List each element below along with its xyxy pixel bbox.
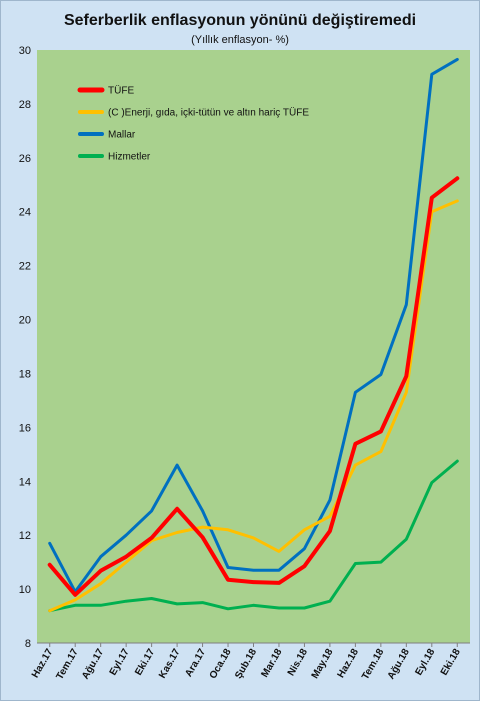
y-axis: 8 10 12 14 16 18 20 22 24 26 28 30 <box>19 45 31 650</box>
x-tick-label: Oca.18 <box>208 647 234 681</box>
x-tick-label: Kas.17 <box>157 647 183 681</box>
y-tick-label: 28 <box>19 99 31 111</box>
x-axis: Haz.17 Tem.17 Ağu.17 Eyl.17 Eki.17 Kas.17 Ara.… <box>30 642 470 682</box>
x-tick-label: Eyl.17 <box>108 647 132 678</box>
x-tick-label: Haz.17 <box>30 647 56 680</box>
y-tick-label: 10 <box>19 584 31 596</box>
x-tick-label: Ara.17 <box>183 647 208 679</box>
x-tick-label: Şub.18 <box>233 647 259 681</box>
series-line-2 <box>48 57 459 594</box>
chart-subtitle: (Yıllık enflasyon- %) <box>191 34 289 46</box>
legend: TÜFE (C )Enerji, gıda, içki-tütün ve altı… <box>77 85 309 163</box>
x-tick-label: Haz.18 <box>336 647 362 680</box>
series-line-0 <box>47 176 460 597</box>
series-line-3 <box>48 459 459 613</box>
legend-label: (C )Enerji, gıda, içki-tütün ve altın ha… <box>108 107 309 119</box>
y-tick-label: 8 <box>25 638 31 650</box>
y-tick-label: 22 <box>19 261 31 273</box>
y-tick-label: 16 <box>19 422 31 434</box>
y-tick-label: 12 <box>19 530 31 542</box>
x-tick-label: Tem.17 <box>54 647 81 682</box>
legend-label: TÜFE <box>108 85 134 97</box>
x-tick-label: May.18 <box>310 647 336 681</box>
x-tick-label: Mar.18 <box>259 647 284 680</box>
x-tick-label: Ağu.17 <box>80 647 106 682</box>
x-tick-label: Eyl.18 <box>413 647 437 678</box>
x-tick-label: Eki.17 <box>133 647 157 678</box>
y-tick-label: 26 <box>19 153 31 165</box>
y-tick-label: 14 <box>19 476 31 488</box>
y-tick-label: 20 <box>19 315 31 327</box>
x-tick-label: Ağu.18 <box>386 647 412 682</box>
x-tick-label: Nis.18 <box>286 647 310 678</box>
y-tick-label: 30 <box>19 45 31 57</box>
y-tick-label: 24 <box>19 207 31 219</box>
plot-area <box>37 50 470 643</box>
series-lines <box>47 57 460 613</box>
legend-label: Mallar <box>108 130 136 141</box>
series-line-1 <box>48 199 459 613</box>
x-tick-label: Eki.18 <box>439 647 463 678</box>
chart-title: Seferberlik enflasyonun yönünü değiştire… <box>63 12 417 29</box>
y-tick-label: 18 <box>19 368 31 380</box>
x-tick-label: Tem.18 <box>360 647 387 682</box>
legend-label: Hizmetler <box>108 152 151 163</box>
